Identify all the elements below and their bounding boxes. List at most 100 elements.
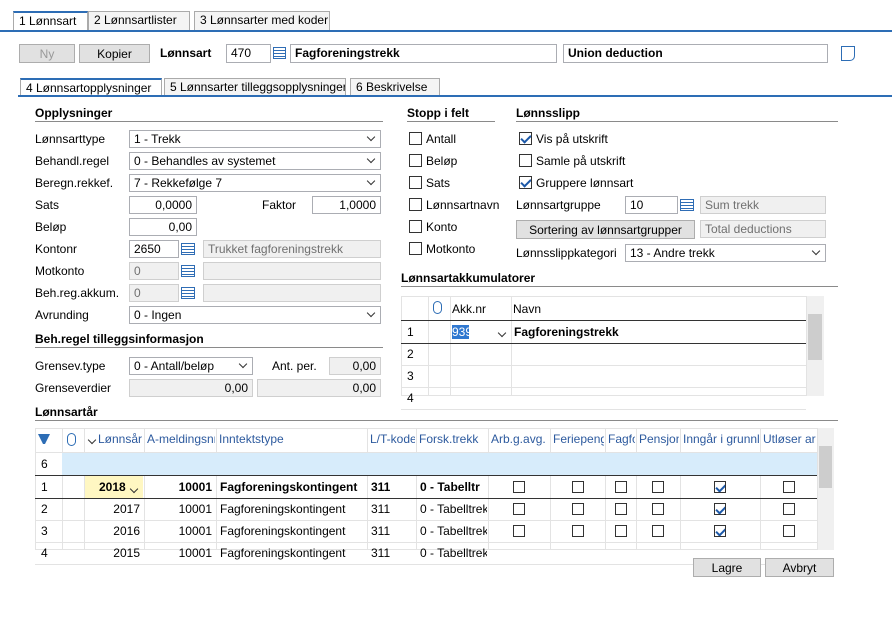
cell: Fagforeningskontingent <box>220 546 346 560</box>
select[interactable]: 13 - Andre trekk <box>625 244 826 262</box>
tab[interactable]: 1 Lønnsart <box>13 11 88 31</box>
section-rule <box>401 286 838 287</box>
checkbox[interactable] <box>519 176 532 189</box>
column-header: Navn <box>513 302 542 316</box>
sort-button[interactable]: Sortering av lønnsartgrupper <box>516 220 695 239</box>
column-header: Lønnsår <box>98 432 143 446</box>
dropdown[interactable] <box>128 480 140 494</box>
name-input[interactable]: Fagforeningstrekk <box>290 44 557 63</box>
subtab[interactable]: 6 Beskrivelse <box>350 78 440 96</box>
row-line <box>35 520 817 521</box>
column-header: Fagfo <box>608 432 635 446</box>
subtab[interactable]: 5 Lønnsarter tilleggsopplysninger <box>164 78 346 96</box>
section-rule <box>407 121 495 122</box>
checkbox[interactable] <box>409 220 422 233</box>
column-header: Akk.nr <box>452 302 487 316</box>
checkbox[interactable] <box>519 132 532 145</box>
checkbox[interactable] <box>409 242 422 255</box>
field-label: Beregn.rekkef. <box>35 176 114 190</box>
column-header: Arb.g.avg. <box>491 432 546 446</box>
lookup-icon[interactable] <box>181 287 195 299</box>
checkbox[interactable] <box>409 154 422 167</box>
checkbox[interactable] <box>519 154 532 167</box>
checkbox[interactable] <box>652 503 664 515</box>
checkbox[interactable] <box>614 525 627 537</box>
field-label: Motkonto <box>35 264 85 278</box>
checkbox[interactable] <box>652 481 664 493</box>
save-button[interactable]: Lagre <box>693 558 761 577</box>
select[interactable]: 0 - Behandles av systemet <box>129 152 381 170</box>
checkbox-label: Vis på utskrift <box>536 132 608 146</box>
note-icon[interactable] <box>841 46 855 61</box>
lookup-icon[interactable] <box>680 199 694 211</box>
checkbox[interactable] <box>714 525 726 537</box>
checkbox[interactable] <box>614 481 627 493</box>
col-line <box>680 428 681 550</box>
select[interactable]: 0 - Antall/beløp <box>129 357 253 375</box>
select[interactable]: 0 - Ingen <box>129 306 381 324</box>
checkbox[interactable] <box>571 481 584 493</box>
checkbox[interactable] <box>409 176 422 189</box>
new-button[interactable]: Ny <box>19 44 75 63</box>
checkbox[interactable] <box>409 132 422 145</box>
lookup-icon[interactable] <box>181 265 195 277</box>
clip-icon <box>433 301 442 314</box>
col-line <box>488 428 489 550</box>
checkbox[interactable] <box>409 198 422 211</box>
cell: Fagforeningskontingent <box>220 524 346 538</box>
select[interactable]: 1 - Trekk <box>129 130 381 148</box>
input[interactable]: 0,00 <box>257 379 381 397</box>
tab[interactable]: 2 Lønnsartlister <box>88 11 190 31</box>
checkbox[interactable] <box>782 525 795 537</box>
col-line <box>84 428 85 550</box>
copy-button[interactable]: Kopier <box>79 44 150 63</box>
col-line <box>511 296 512 396</box>
cell: 311 <box>371 524 391 538</box>
row-line <box>401 409 806 410</box>
cancel-button[interactable]: Avbryt <box>765 558 834 577</box>
checkbox[interactable] <box>652 525 664 537</box>
checkbox[interactable] <box>714 503 726 515</box>
input[interactable]: 0 <box>129 284 179 302</box>
input[interactable]: 0,00 <box>129 218 197 236</box>
input[interactable]: 1,0000 <box>312 196 381 214</box>
row-line <box>35 542 817 543</box>
checkbox[interactable] <box>571 525 584 537</box>
input[interactable]: 0,0000 <box>129 196 197 214</box>
input[interactable]: 0,00 <box>329 357 381 375</box>
input[interactable]: 0,00 <box>129 379 253 397</box>
row-number: 2 <box>407 347 414 361</box>
select[interactable]: 7 - Rekkefølge 7 <box>129 174 381 192</box>
checkbox[interactable] <box>513 481 525 493</box>
section-rule <box>516 121 838 122</box>
checkbox[interactable] <box>513 525 525 537</box>
tab[interactable]: 3 Lønnsarter med koder <box>194 11 330 31</box>
dropdown[interactable] <box>496 324 508 338</box>
checkbox[interactable] <box>571 503 584 515</box>
english-name-input[interactable]: Union deduction <box>563 44 828 63</box>
cell: 0 - Tabelltrek <box>420 546 487 560</box>
input[interactable]: 10 <box>625 196 678 214</box>
row-line <box>401 343 806 344</box>
checkbox[interactable] <box>782 481 795 493</box>
cell: 0 - Tabelltrek <box>420 524 487 538</box>
sort-arrow[interactable] <box>86 431 98 447</box>
text-input: Sum trekk <box>700 196 826 214</box>
checkbox[interactable] <box>782 503 795 515</box>
cell: 10001 <box>178 502 212 516</box>
section-title: Beh.regel tilleggsinformasjon <box>35 332 204 346</box>
checkbox[interactable] <box>513 503 525 515</box>
input[interactable]: 0 <box>129 262 179 280</box>
row-number: 4 <box>407 391 414 405</box>
text-input <box>203 284 381 302</box>
header-rule <box>35 452 817 453</box>
filter-icon[interactable] <box>38 434 50 444</box>
input[interactable]: 2650 <box>129 240 179 258</box>
number-input[interactable]: 470 <box>226 44 271 63</box>
thumb <box>808 314 822 360</box>
checkbox[interactable] <box>614 503 627 515</box>
lookup-icon[interactable] <box>273 47 286 59</box>
lookup-icon[interactable] <box>181 243 195 255</box>
checkbox[interactable] <box>714 481 726 493</box>
subtab[interactable]: 4 Lønnsartopplysninger <box>20 78 162 96</box>
